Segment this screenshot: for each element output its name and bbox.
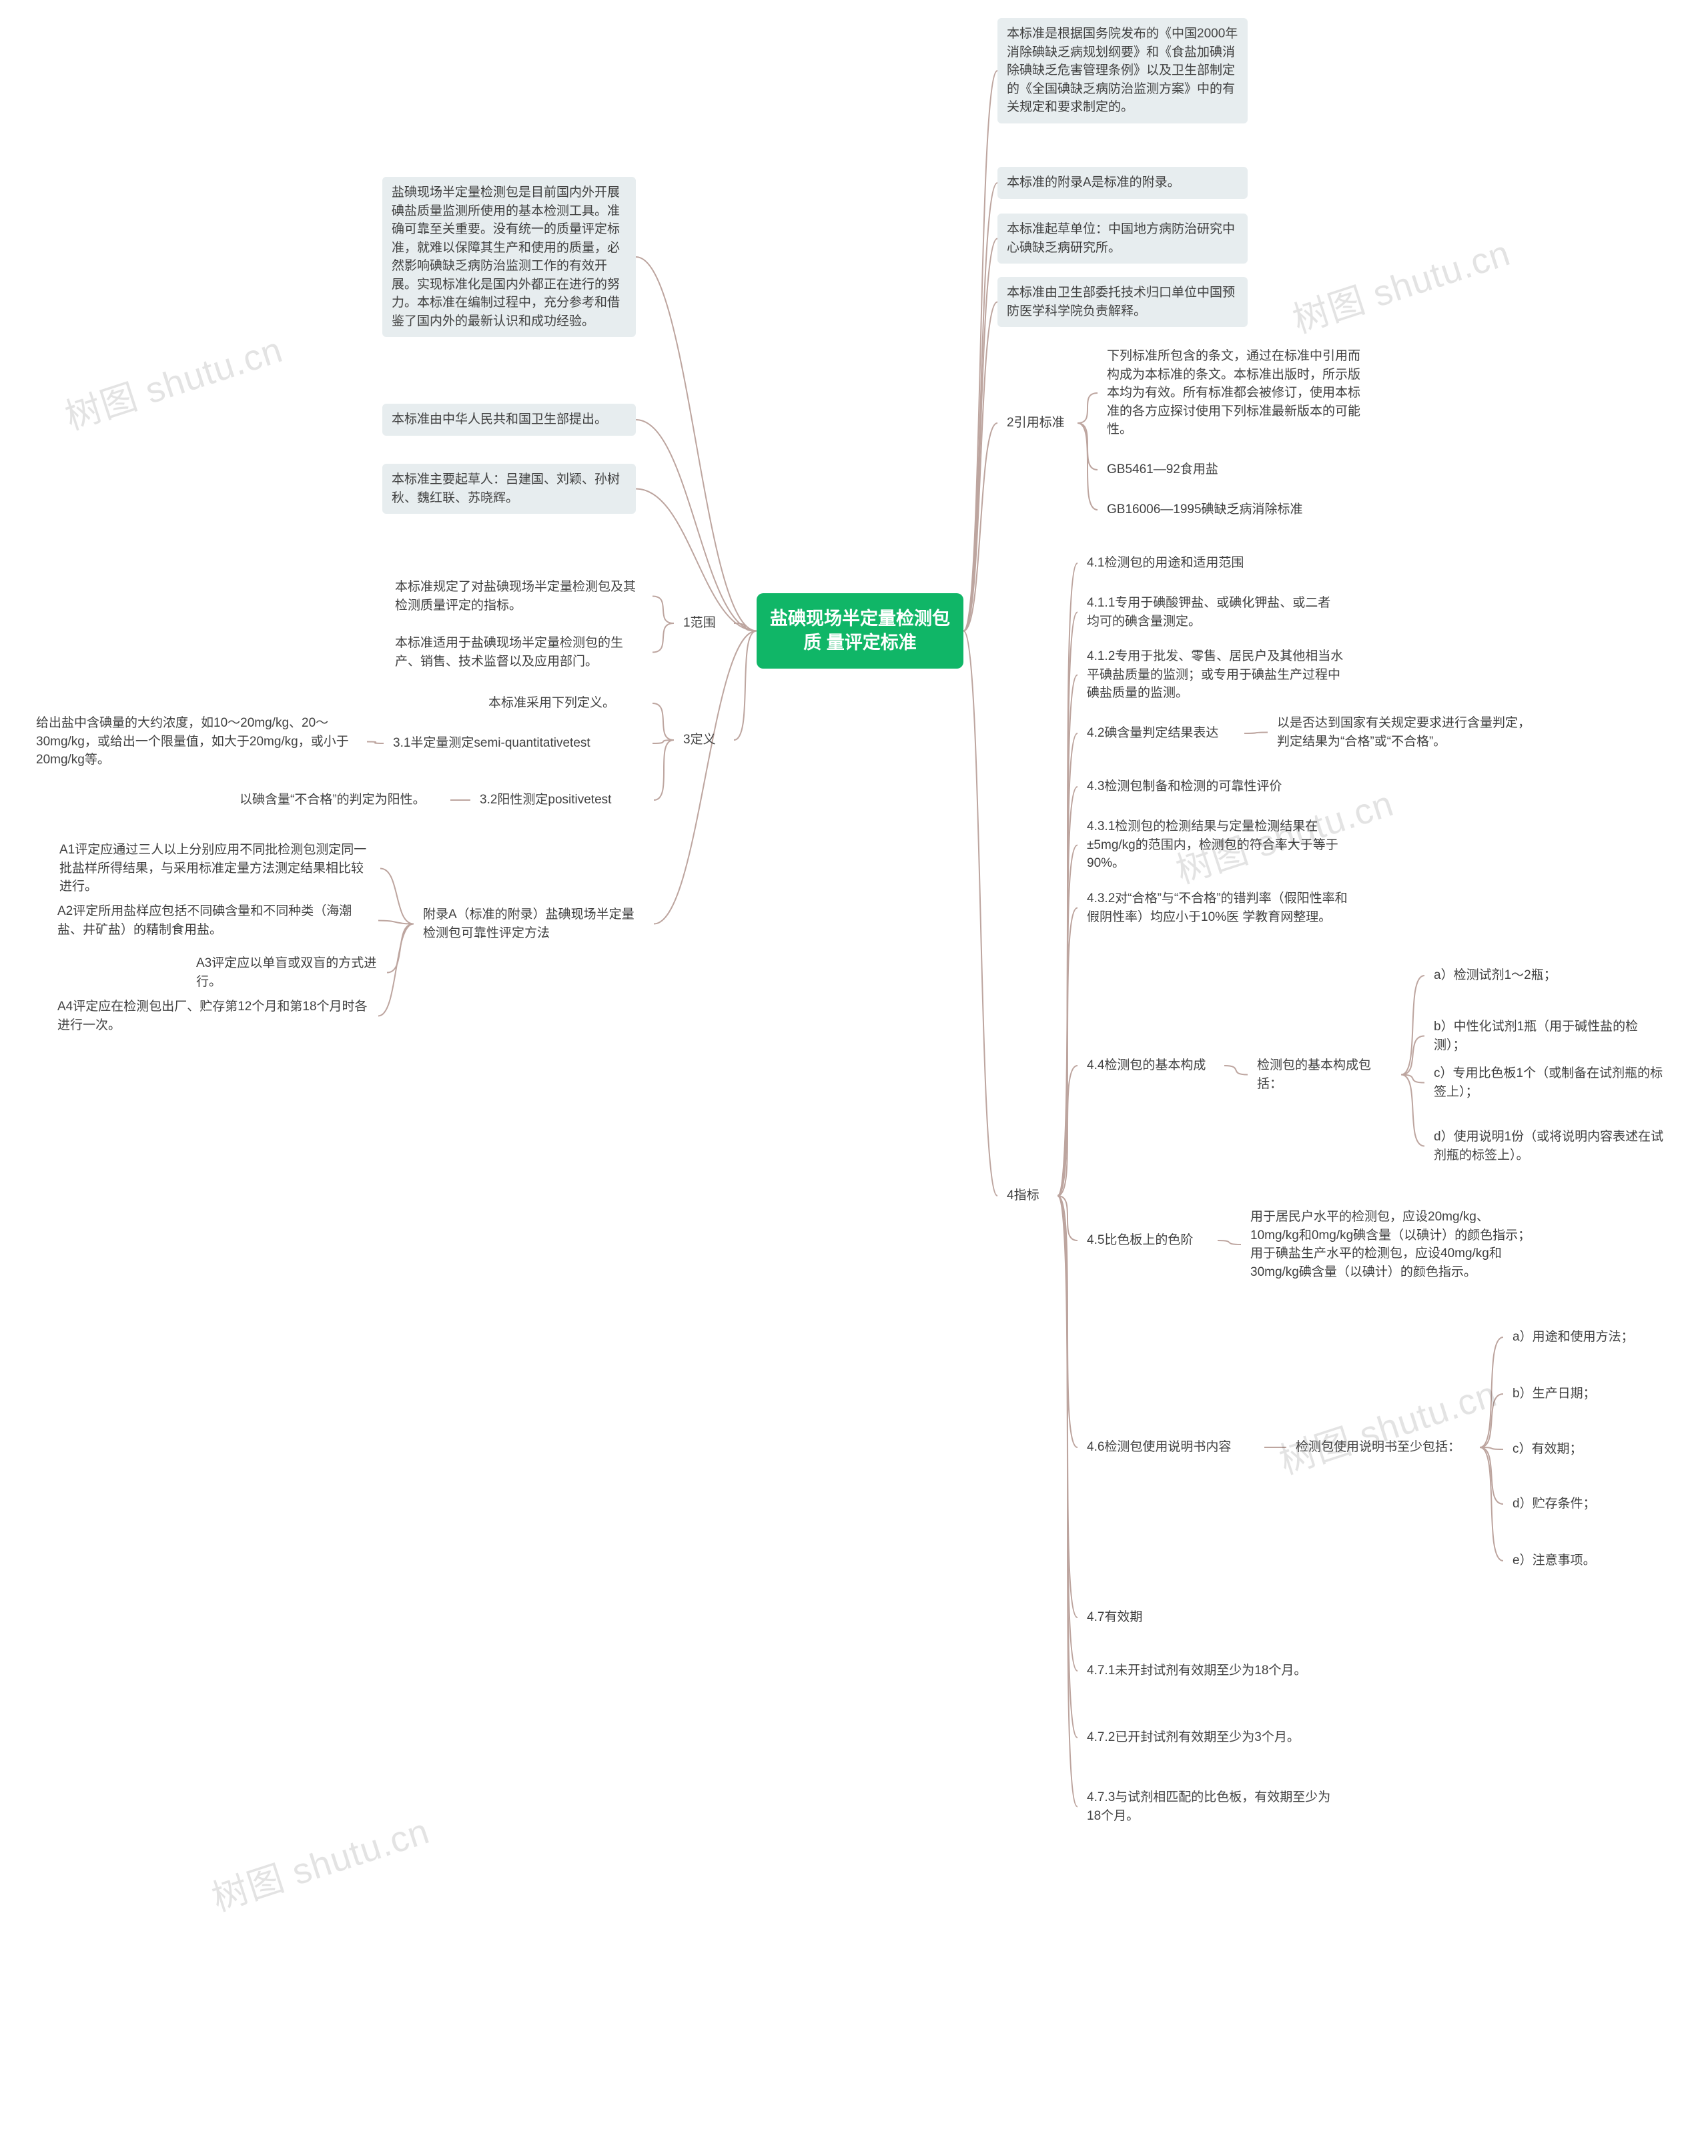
mindmap-edge <box>963 239 997 631</box>
mindmap-node: a）检测试剂1～2瓶； <box>1424 960 1598 992</box>
mindmap-node: A3评定应以单盲或双盲的方式进行。 <box>187 948 387 998</box>
mindmap-node: 2引用标准 <box>997 407 1078 439</box>
mindmap-edge <box>653 597 674 624</box>
mindmap-node: 4.3检测包制备和检测的可靠性评价 <box>1078 771 1318 803</box>
mindmap-node: A2评定所用盐样应包括不同碘含量和不同种类（海潮盐、井矿盐）的精制食用盐。 <box>48 895 378 946</box>
mindmap-node: 本标准主要起草人：吕建国、刘颖、孙树秋、魏红联、苏晓辉。 <box>382 464 636 514</box>
mindmap-node: 下列标准所包含的条文，通过在标准中引用而构成为本标准的条文。本标准出版时，所示版… <box>1098 340 1378 446</box>
mindmap-node: a）用途和使用方法； <box>1503 1321 1657 1353</box>
mindmap-node: 4.1.2专用于批发、零售、居民户及其他相当水平碘盐质量的监测；或专用于碘盐生产… <box>1078 641 1358 709</box>
mindmap-edge <box>963 631 997 1196</box>
mindmap-node: d）贮存条件； <box>1503 1488 1623 1520</box>
mindmap-edge <box>636 420 757 631</box>
mindmap-node: 以碘含量“不合格”的判定为阳性。 <box>230 784 450 816</box>
mindmap-node: 盐碘现场半定量检测包是目前国内外开展碘盐质量监测所使用的基本检测工具。准确可靠至… <box>382 177 636 337</box>
mindmap-node: 4.3.2对“合格”与“不合格”的错判率（假阳性率和假阴性率）均应小于10%医 … <box>1078 883 1364 933</box>
mindmap-node: 4.5比色板上的色阶 <box>1078 1224 1218 1256</box>
mindmap-edge <box>636 257 757 631</box>
mindmap-node: 本标准是根据国务院发布的《中国2000年消除碘缺乏病规划纲要》和《食盐加碘消除碘… <box>997 18 1248 123</box>
mindmap-edge <box>653 703 674 740</box>
mindmap-node: 1范围 <box>674 607 734 639</box>
mindmap-node: GB16006—1995碘缺乏病消除标准 <box>1098 494 1351 526</box>
mindmap-node: c）专用比色板1个（或制备在试剂瓶的标签上）； <box>1424 1058 1678 1108</box>
mindmap-node: 本标准规定了对盐碘现场半定量检测包及其检测质量评定的指标。 <box>386 571 653 621</box>
mindmap-node: 4.7.2已开封试剂有效期至少为3个月。 <box>1078 1722 1324 1754</box>
mindmap-edge <box>1078 393 1098 423</box>
mindmap-node: 本标准的附录A是标准的附录。 <box>997 167 1248 199</box>
mindmap-node: 4.6检测包使用说明书内容 <box>1078 1431 1264 1463</box>
mindmap-edge <box>1480 1337 1503 1447</box>
mindmap-edge <box>963 71 997 631</box>
mindmap-edge <box>1401 1075 1424 1146</box>
mindmap-node: 用于居民户水平的检测包，应设20mg/kg、10mg/kg和0mg/kg碘含量（… <box>1241 1201 1545 1288</box>
mindmap-node: 4.1检测包的用途和适用范围 <box>1078 547 1291 579</box>
mindmap-node: 4.7.3与试剂相匹配的比色板，有效期至少为18个月。 <box>1078 1782 1344 1832</box>
mindmap-edge <box>654 631 757 924</box>
mindmap-node: 本标准起草单位：中国地方病防治研究中心碘缺乏病研究所。 <box>997 214 1248 264</box>
mindmap-node: 4.1.1专用于碘酸钾盐、或碘化钾盐、或二者均可的碘含量测定。 <box>1078 587 1351 637</box>
mindmap-node: 4指标 <box>997 1180 1057 1212</box>
mindmap-node: 附录A（标准的附录）盐碘现场半定量检测包可靠性评定方法 <box>414 899 654 949</box>
mindmap-node: 以是否达到国家有关规定要求进行含量判定，判定结果为“合格”或“不合格”。 <box>1268 707 1548 757</box>
mindmap-node: 4.7.1未开封试剂有效期至少为18个月。 <box>1078 1655 1331 1687</box>
mindmap-edge <box>367 742 384 744</box>
mindmap-node: 3.1半定量测定semi-quantitativetest <box>384 727 653 759</box>
mindmap-node: b）生产日期； <box>1503 1378 1623 1410</box>
mindmap-node: 4.4检测包的基本构成 <box>1078 1050 1224 1082</box>
mindmap-node: 4.7有效期 <box>1078 1601 1178 1634</box>
mindmap-node: A1评定应通过三人以上分别应用不同批检测包测定同一批盐样所得结果，与采用标准定量… <box>50 834 380 903</box>
mindmap-edge <box>1401 1036 1424 1075</box>
mindmap-node: 本标准由卫生部委托技术归口单位中国预防医学科学院负责解释。 <box>997 277 1248 327</box>
mindmap-node: 本标准由中华人民共和国卫生部提出。 <box>382 404 636 436</box>
mindmap-edge <box>654 740 674 800</box>
mindmap-node: c）有效期； <box>1503 1433 1610 1465</box>
mindmap-node: GB5461—92食用盐 <box>1098 454 1298 486</box>
mindmap-edge <box>380 869 414 924</box>
mindmap-node: e）注意事项。 <box>1503 1545 1623 1577</box>
mindmap-edge <box>734 631 757 741</box>
mindmap-root: 盐碘现场半定量检测包质 量评定标准 <box>757 593 963 669</box>
mindmap-node: b）中性化试剂1瓶（用于碱性盐的检测）； <box>1424 1011 1678 1061</box>
mindmap-node: 4.3.1检测包的检测结果与定量检测结果在±5mg/kg的范围内，检测包的符合率… <box>1078 811 1358 879</box>
mindmap-edge <box>1244 733 1268 734</box>
mindmap-node: 4.2碘含量判定结果表达 <box>1078 717 1244 749</box>
mindmap-node: 3.2阳性测定positivetest <box>470 784 654 816</box>
mindmap-node: 检测包使用说明书至少包括： <box>1286 1431 1480 1463</box>
mindmap-edge <box>1218 1240 1241 1244</box>
mindmap-edge <box>653 623 674 653</box>
mindmap-node: 本标准适用于盐碘现场半定量检测包的生产、销售、技术监督以及应用部门。 <box>386 627 653 677</box>
mindmap-node: A4评定应在检测包出厂、贮存第12个月和第18个月时各进行一次。 <box>48 991 378 1041</box>
mindmap-node: 本标准采用下列定义。 <box>479 687 653 719</box>
mindmap-edge <box>1224 1066 1248 1075</box>
mindmap-node: 检测包的基本构成包括： <box>1248 1050 1401 1100</box>
mindmap-node: 给出盐中含碘量的大约浓度，如10～20mg/kg、20～30mg/kg，或给出一… <box>27 707 367 776</box>
mindmap-node: 3定义 <box>674 724 734 756</box>
mindmap-node: d）使用说明1份（或将说明内容表述在试剂瓶的标签上）。 <box>1424 1121 1678 1171</box>
